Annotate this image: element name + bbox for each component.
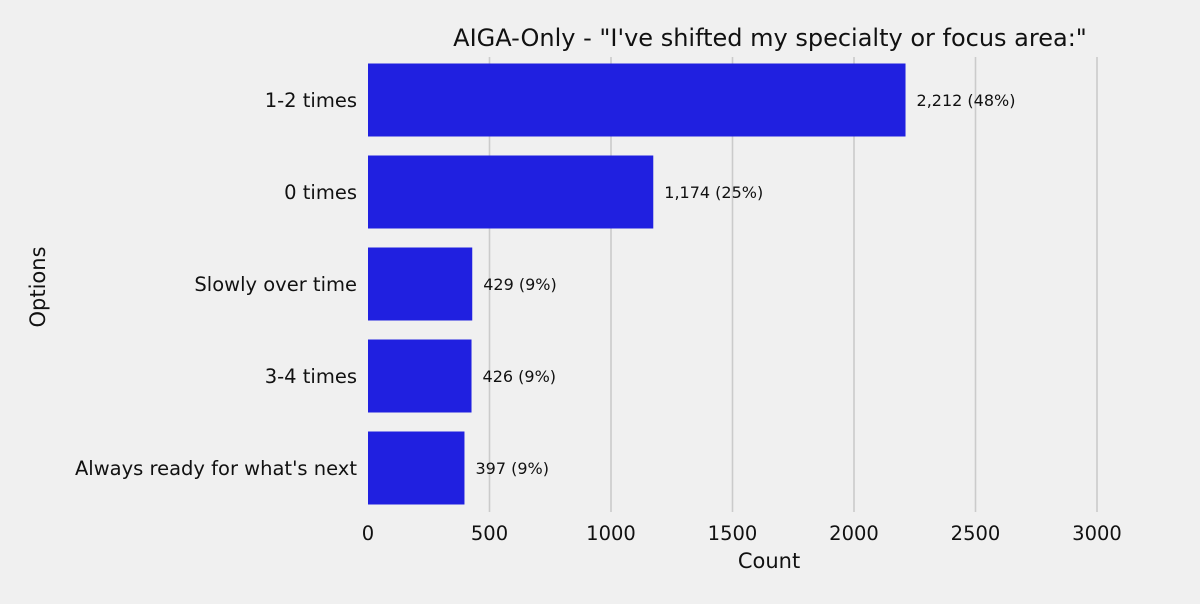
category-label: 3-4 times	[265, 365, 357, 388]
bar	[368, 63, 906, 137]
bar	[368, 155, 654, 229]
category-label: Always ready for what's next	[75, 457, 357, 480]
category-label: 0 times	[284, 181, 357, 204]
x-tick-label: 1000	[586, 522, 636, 545]
bar-data-label: 397 (9%)	[475, 459, 549, 478]
category-label: 1-2 times	[265, 89, 357, 112]
x-axis-label: Count	[738, 549, 800, 573]
x-tick-labels: 0 500 1000 1500 2000 2500 3000	[362, 522, 1122, 545]
data-labels: 2,212 (48%) 1,174 (25%) 429 (9%) 426 (9%) 39…	[475, 91, 1015, 478]
bar-data-label: 2,212 (48%)	[917, 91, 1016, 110]
x-tick-label: 0	[362, 522, 374, 545]
y-axis-label: Options	[26, 246, 50, 327]
x-tick-label: 2500	[951, 522, 1001, 545]
bars	[368, 63, 906, 505]
bar-data-label: 1,174 (25%)	[664, 183, 763, 202]
bar	[368, 431, 465, 505]
bar-data-label: 426 (9%)	[483, 367, 557, 386]
x-tick-label: 500	[471, 522, 508, 545]
x-tick-label: 3000	[1072, 522, 1122, 545]
bar-data-label: 429 (9%)	[483, 275, 557, 294]
x-tick-label: 2000	[829, 522, 879, 545]
bar	[368, 339, 472, 413]
x-tick-label: 1500	[708, 522, 758, 545]
chart-title: AIGA-Only - "I've shifted my specialty o…	[453, 24, 1087, 52]
bar	[368, 247, 473, 321]
category-labels: 1-2 times 0 times Slowly over time 3-4 time…	[75, 89, 357, 480]
category-label: Slowly over time	[194, 273, 357, 296]
